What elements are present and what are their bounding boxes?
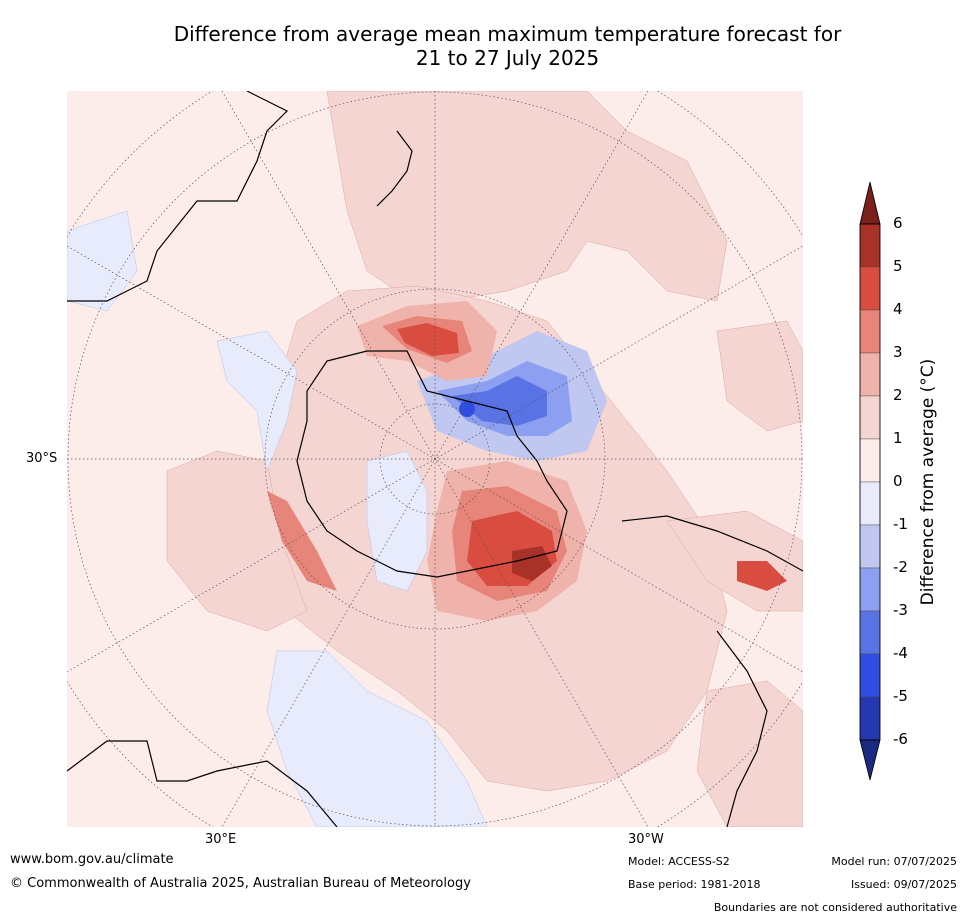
map-svg xyxy=(67,91,803,827)
colorbar-tick-label: -4 xyxy=(893,644,908,662)
title-line-2: 21 to 27 July 2025 xyxy=(415,46,600,70)
footer-disclaimer: Boundaries are not considered authoritat… xyxy=(713,901,957,914)
footer-model: Model: ACCESS-S2 xyxy=(628,855,730,868)
colorbar-tick-label: 5 xyxy=(893,257,903,275)
colorbar-tick-label: 4 xyxy=(893,300,903,318)
colorbar-frame xyxy=(859,223,881,741)
footer-issued: Issued: 09/07/2025 xyxy=(850,878,957,891)
footer-model-run: Model run: 07/07/2025 xyxy=(831,855,957,868)
colorbar-band xyxy=(859,352,881,397)
lon-label-30w: 30°W xyxy=(628,832,664,847)
colorbar-band xyxy=(859,610,881,655)
colorbar-svg xyxy=(859,181,881,781)
lon-label-30e: 30°E xyxy=(205,832,237,847)
anomaly-zone-red-north-inner xyxy=(397,323,459,356)
chart-title: Difference from average mean maximum tem… xyxy=(60,22,955,70)
colorbar-tick-label: -2 xyxy=(893,558,908,576)
colorbar-tick-label: -6 xyxy=(893,730,908,748)
anomaly-zone-pink-bottom-right xyxy=(696,680,803,827)
anomaly-zone-blue-peak xyxy=(459,401,475,417)
colorbar-band xyxy=(859,309,881,354)
new-zealand-coastline xyxy=(376,130,413,207)
colorbar-band xyxy=(859,223,881,268)
anomaly-zone-blue-core-inner xyxy=(452,376,547,426)
anomaly-zone-blue-south xyxy=(266,650,488,827)
footer-website[interactable]: www.bom.gov.au/climate xyxy=(10,852,174,867)
africa-coastline xyxy=(67,740,338,827)
anomaly-zone-blue-ring xyxy=(216,330,298,472)
south-america-coastline xyxy=(621,515,803,827)
anomaly-zone-blue-center xyxy=(366,450,428,592)
title-line-1: Difference from average mean maximum tem… xyxy=(173,22,842,46)
colorbar-tick-label: 1 xyxy=(893,429,903,447)
colorbar-band xyxy=(859,481,881,526)
antarctica-coastline xyxy=(296,350,568,578)
footer-base-period: Base period: 1981-2018 xyxy=(628,878,761,891)
australia-coastline xyxy=(67,91,289,302)
colorbar-tick-label: -1 xyxy=(893,515,908,533)
colorbar-bottom-arrow xyxy=(859,739,881,781)
colorbar-band xyxy=(859,567,881,612)
anomaly-zone-blue-west xyxy=(67,210,138,312)
colorbar-band xyxy=(859,395,881,440)
colorbar-top-arrow xyxy=(859,181,881,225)
colorbar-band xyxy=(859,438,881,483)
lat-label-30s: 30°S xyxy=(26,451,58,466)
colorbar-band xyxy=(859,266,881,311)
colorbar-tick-label: -3 xyxy=(893,601,908,619)
colorbar-band xyxy=(859,524,881,569)
polar-map xyxy=(67,91,803,827)
graticule xyxy=(67,91,803,827)
colorbar-tick-label: 0 xyxy=(893,472,903,490)
colorbar-tick-label: 2 xyxy=(893,386,903,404)
anomaly-zone-red-east xyxy=(737,561,787,591)
footer-copyright: © Commonwealth of Australia 2025, Austra… xyxy=(10,876,471,891)
colorbar-tick-label: 6 xyxy=(893,214,903,232)
colorbar-tick-label: -5 xyxy=(893,687,908,705)
anomaly-zone-pink-northeast xyxy=(716,320,803,432)
colorbar-tick-label: 3 xyxy=(893,343,903,361)
anomaly-zone-red-west xyxy=(267,491,337,591)
colorbar-band xyxy=(859,653,881,698)
colorbar-title: Difference from average (°C) xyxy=(918,358,938,606)
anomaly-zone-pink-north xyxy=(326,91,728,302)
colorbar xyxy=(840,180,960,790)
colorbar-band xyxy=(859,696,881,741)
